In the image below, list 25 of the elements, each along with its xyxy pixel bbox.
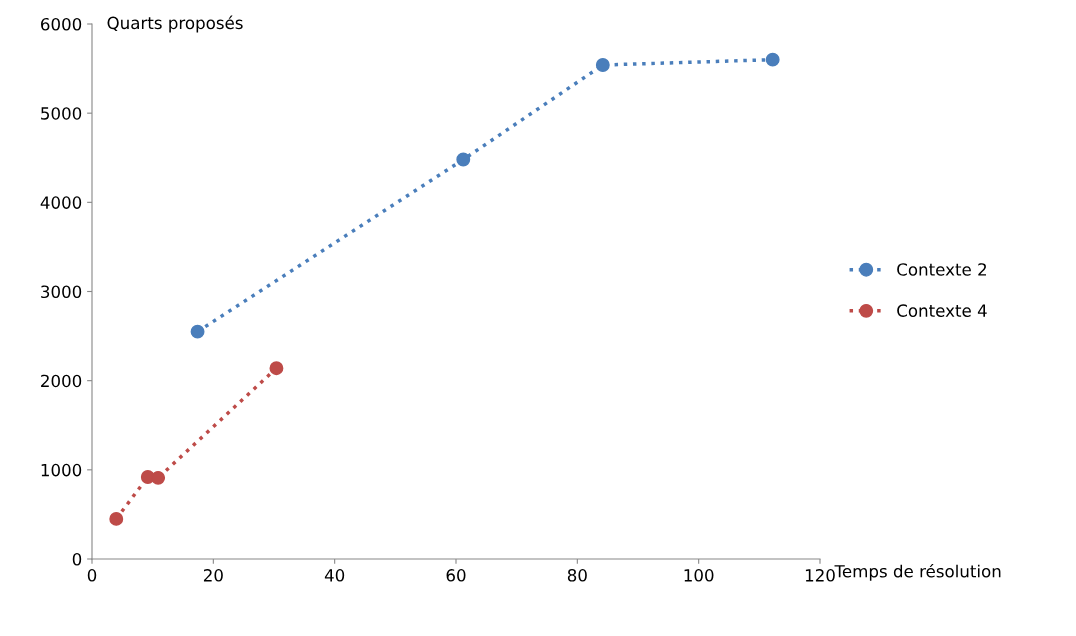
point bbox=[151, 470, 166, 485]
y-tick-label: 2000 bbox=[41, 374, 82, 388]
x-tick-label: 60 bbox=[446, 569, 466, 582]
x-tick-label: 120 bbox=[805, 569, 835, 582]
y-tick-label: 4000 bbox=[40, 196, 82, 209]
x-tick-label: 40 bbox=[324, 569, 345, 582]
point bbox=[109, 511, 124, 526]
point bbox=[595, 58, 610, 72]
point bbox=[456, 152, 471, 167]
x-tick-label: 100 bbox=[684, 569, 714, 582]
y-tick-label: 1000 bbox=[41, 463, 82, 477]
x-tick-label: 20 bbox=[203, 569, 223, 582]
y-axis-title: Quarts proposés bbox=[107, 15, 243, 33]
y-tick-label: 0 bbox=[72, 552, 82, 566]
legend-label: Contexte 2 bbox=[897, 263, 987, 276]
y-tick-label: 5000 bbox=[41, 107, 82, 120]
y-tick-label: 6000 bbox=[41, 17, 82, 31]
point bbox=[190, 324, 205, 339]
legend-label: Contexte 4 bbox=[897, 304, 987, 317]
y-tick-label: 3000 bbox=[41, 285, 82, 299]
x-tick-label: 80 bbox=[567, 569, 587, 582]
point bbox=[765, 52, 780, 67]
point bbox=[269, 361, 284, 376]
x-axis-title: Temps de résolution bbox=[834, 563, 1001, 581]
x-tick-label: 0 bbox=[87, 569, 97, 582]
